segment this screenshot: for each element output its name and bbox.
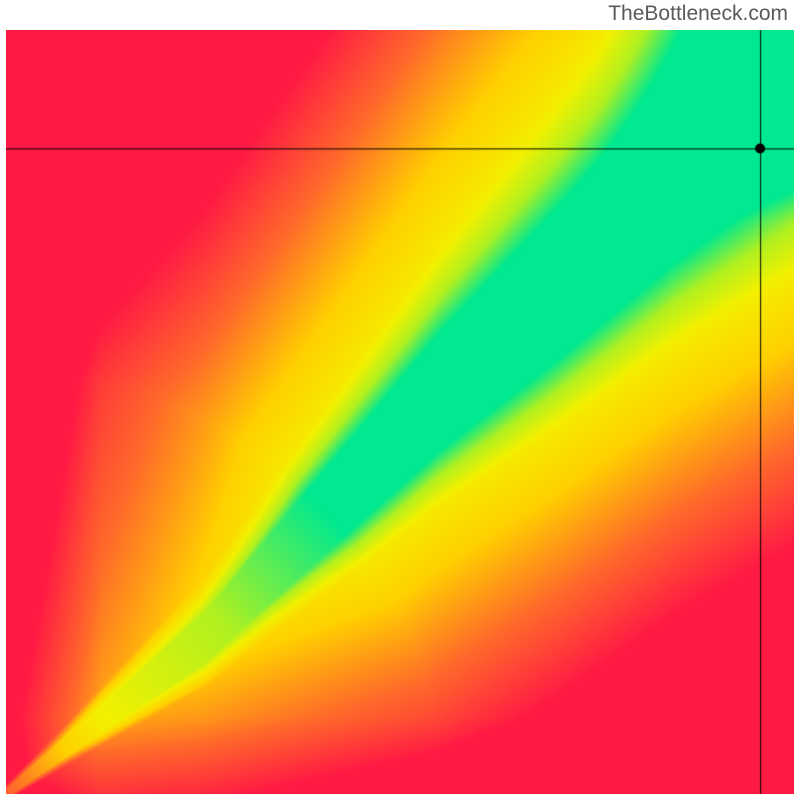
heatmap-canvas: [6, 30, 794, 794]
bottleneck-heatmap: [6, 30, 794, 794]
watermark-text: TheBottleneck.com: [608, 2, 788, 26]
